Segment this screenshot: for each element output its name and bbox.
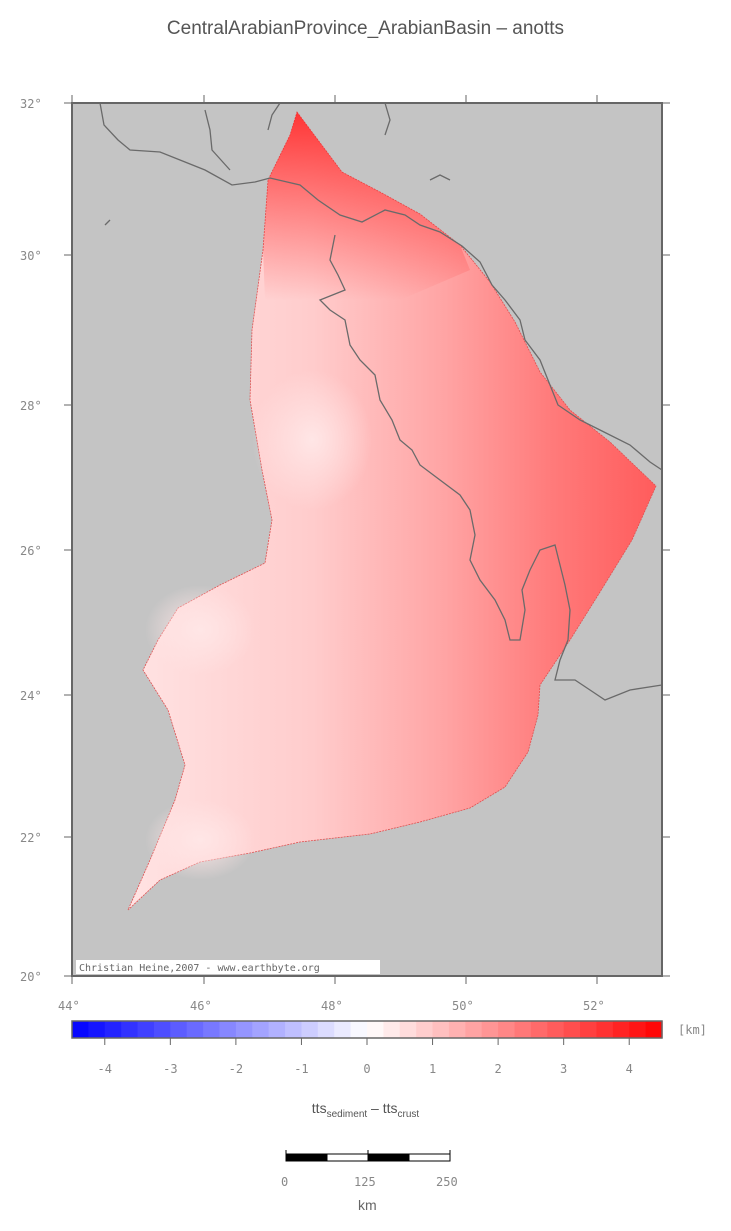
high-value-zone [263, 112, 470, 300]
colorbar-tick-label: 0 [363, 1062, 370, 1076]
colorbar-ticks: -4 -3 -2 -1 0 1 2 3 4 [98, 1038, 633, 1076]
colorbar-swatch [596, 1021, 614, 1038]
colorbar [72, 1021, 663, 1038]
colorbar-swatch [285, 1021, 303, 1038]
colorbar-swatch [399, 1021, 417, 1038]
lat-label: 26° [20, 544, 42, 558]
colorbar-swatch [448, 1021, 466, 1038]
colorbar-swatch [498, 1021, 516, 1038]
colorbar-swatch [465, 1021, 483, 1038]
lon-label: 48° [321, 999, 343, 1013]
colorbar-label: ttssediment – ttscrust [0, 1100, 731, 1120]
colorbar-swatch [530, 1021, 548, 1038]
colorbar-swatch [334, 1021, 352, 1038]
colorbar-swatch [121, 1021, 139, 1038]
scale-unit: km [358, 1197, 377, 1213]
map-title: CentralArabianProvince_ArabianBasin – an… [166, 18, 565, 39]
lon-label: 52° [583, 999, 605, 1013]
lat-label: 30° [20, 249, 42, 263]
colorbar-swatch [203, 1021, 221, 1038]
lat-label: 32° [20, 97, 42, 111]
colorbar-tick-label: 4 [626, 1062, 633, 1076]
colorbar-swatch [563, 1021, 581, 1038]
longitude-labels: 44° 46° 48° 50° 52° [58, 999, 605, 1013]
latitude-ticks [64, 102, 670, 977]
lat-label: 22° [20, 831, 42, 845]
colorbar-swatch [481, 1021, 499, 1038]
colorbar-tick-label: 3 [560, 1062, 567, 1076]
colorbar-tick-label: 2 [494, 1062, 501, 1076]
colorbar-swatch [301, 1021, 319, 1038]
colorbar-swatch [350, 1021, 368, 1038]
lat-label: 20° [20, 970, 42, 984]
lon-label: 44° [58, 999, 80, 1013]
credit-box [76, 960, 380, 974]
colorbar-tick-label: -3 [163, 1062, 177, 1076]
scale-bar: 0 125 250 km [281, 1150, 458, 1213]
lon-label: 46° [190, 999, 212, 1013]
lat-label: 24° [20, 689, 42, 703]
credit-text: Christian Heine,2007 - www.earthbyte.org [79, 963, 320, 974]
label-sub: sediment [326, 1108, 368, 1120]
lon-label: 50° [452, 999, 474, 1013]
label-part: tts [311, 1100, 327, 1116]
scale-segment [326, 1153, 369, 1162]
colorbar-swatch [645, 1021, 663, 1038]
colorbar-tick-label: 1 [429, 1062, 436, 1076]
scale-segment [367, 1153, 410, 1162]
colorbar-unit: [km] [678, 1023, 707, 1037]
colorbar-swatch [186, 1021, 204, 1038]
colorbar-swatch [367, 1021, 384, 1038]
colorbar-swatch [235, 1021, 253, 1038]
low-value-zone [145, 585, 255, 675]
colorbar-swatch [514, 1021, 532, 1038]
colorbar-swatch [612, 1021, 630, 1038]
colorbar-swatch [153, 1021, 171, 1038]
scale-segment [285, 1153, 328, 1162]
low-value-zone [252, 370, 372, 510]
colorbar-swatch [629, 1021, 647, 1038]
scale-label: 125 [354, 1175, 376, 1189]
colorbar-swatch [137, 1021, 155, 1038]
basin-region [127, 111, 657, 911]
colorbar-swatch [432, 1021, 450, 1038]
colorbar-swatch [72, 1021, 89, 1038]
coastlines [99, 103, 662, 701]
colorbar-swatch [547, 1021, 565, 1038]
map-frame [71, 102, 663, 977]
latitude-labels: 32° 30° 28° 26° 24° 22° 20° [20, 97, 42, 984]
colorbar-swatch [317, 1021, 335, 1038]
label-sub: crust [397, 1108, 420, 1120]
colorbar-swatch [580, 1021, 598, 1038]
colorbar-swatch [268, 1021, 286, 1038]
longitude-ticks [71, 95, 598, 984]
colorbar-swatch [416, 1021, 434, 1038]
low-value-zone [145, 800, 255, 880]
colorbar-tick-label: -1 [294, 1062, 308, 1076]
colorbar-swatch [104, 1021, 122, 1038]
lat-label: 28° [20, 399, 42, 413]
colorbar-tick-label: -2 [229, 1062, 243, 1076]
colorbar-swatch [219, 1021, 237, 1038]
scale-label: 0 [281, 1175, 288, 1189]
colorbar-swatch [383, 1021, 401, 1038]
label-part: – tts [367, 1100, 398, 1116]
scale-segment [408, 1153, 451, 1162]
scale-label: 250 [436, 1175, 458, 1189]
colorbar-swatch [170, 1021, 188, 1038]
colorbar-swatch [88, 1021, 106, 1038]
colorbar-tick-label: -4 [98, 1062, 112, 1076]
colorbar-swatch [252, 1021, 270, 1038]
